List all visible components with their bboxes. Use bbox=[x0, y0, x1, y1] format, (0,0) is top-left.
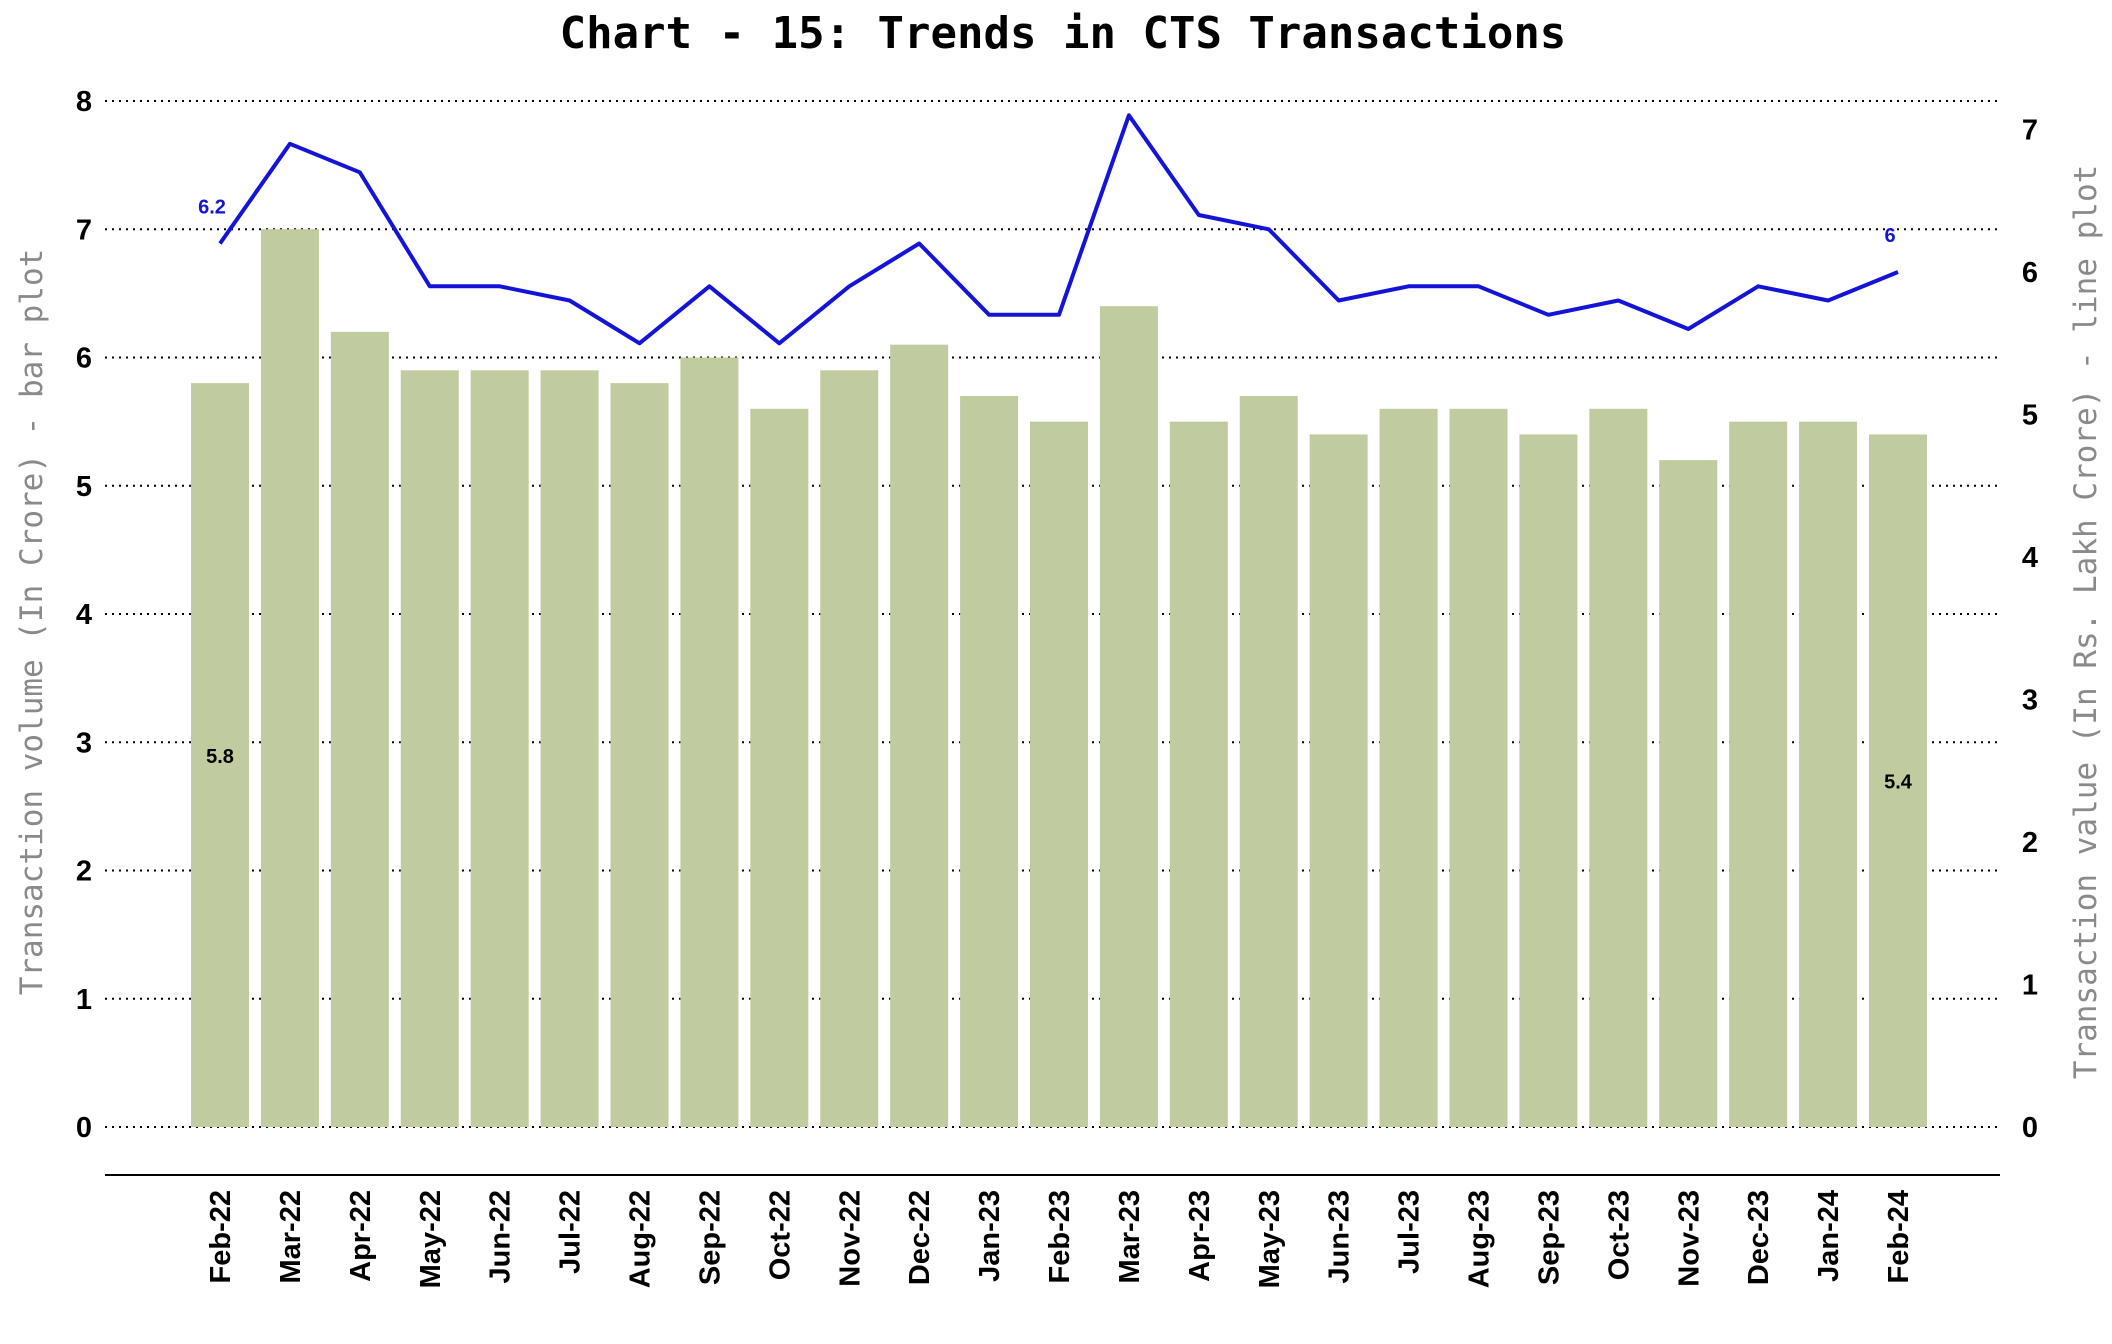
left-tick-label-2: 2 bbox=[76, 856, 92, 888]
chart-title: Chart - 15: Trends in CTS Transactions bbox=[560, 8, 1567, 59]
bar-Nov-23 bbox=[1659, 460, 1718, 1128]
x-tick-label-Oct-22: Oct-22 bbox=[764, 1190, 796, 1280]
right-tick-label-0: 0 bbox=[2022, 1112, 2038, 1144]
left-tick-label-1: 1 bbox=[76, 984, 92, 1016]
x-tick-label-Aug-23: Aug-23 bbox=[1464, 1190, 1496, 1288]
bar-Jun-23 bbox=[1309, 434, 1368, 1127]
bar-Dec-23 bbox=[1729, 421, 1788, 1127]
x-tick-label-Jul-22: Jul-22 bbox=[555, 1190, 587, 1274]
right-tick-label-3: 3 bbox=[2022, 685, 2038, 717]
left-tick-label-0: 0 bbox=[76, 1112, 92, 1144]
left-tick-label-4: 4 bbox=[76, 599, 92, 631]
x-tick-label-Jan-24: Jan-24 bbox=[1813, 1190, 1845, 1282]
x-tick-label-Jan-23: Jan-23 bbox=[974, 1190, 1006, 1282]
bar-May-23 bbox=[1239, 395, 1298, 1128]
bar-Jul-23 bbox=[1379, 408, 1438, 1127]
x-tick-label-Apr-22: Apr-22 bbox=[345, 1190, 377, 1282]
x-tick-label-Aug-22: Aug-22 bbox=[625, 1190, 657, 1288]
x-tick-label-Sep-22: Sep-22 bbox=[694, 1190, 726, 1285]
bar-Dec-22 bbox=[890, 344, 949, 1127]
bar-Jan-23 bbox=[960, 395, 1019, 1128]
x-tick-label-Dec-23: Dec-23 bbox=[1743, 1190, 1775, 1285]
x-tick-label-Jun-23: Jun-23 bbox=[1324, 1190, 1356, 1283]
x-tick-label-Nov-23: Nov-23 bbox=[1673, 1190, 1705, 1287]
left-axis-title: Transaction volume (In Crore) - bar plot bbox=[14, 249, 50, 996]
x-tick-label-Sep-23: Sep-23 bbox=[1533, 1190, 1565, 1285]
axis-layer: 0 1 2 3 4 5 6 7 8 0 1 2 3 4 5 6 7 Feb-22 Mar-22 Apr-22 May-2… bbox=[76, 86, 2038, 1288]
x-tick-label-Oct-23: Oct-23 bbox=[1603, 1190, 1635, 1280]
x-tick-label-Feb-23: Feb-23 bbox=[1044, 1190, 1076, 1283]
label-layer: 5.8 5.4 6.2 6 bbox=[198, 197, 1913, 794]
bar-May-22 bbox=[400, 370, 459, 1127]
right-tick-label-6: 6 bbox=[2022, 257, 2038, 289]
x-tick-label-Nov-22: Nov-22 bbox=[834, 1190, 866, 1287]
bar-Aug-23 bbox=[1449, 408, 1508, 1127]
x-tick-label-Mar-23: Mar-23 bbox=[1114, 1190, 1146, 1284]
bar-Jul-22 bbox=[540, 370, 599, 1127]
x-tick-label-Apr-23: Apr-23 bbox=[1184, 1190, 1216, 1282]
bar-Oct-23 bbox=[1589, 408, 1648, 1127]
bar-Mar-22 bbox=[260, 229, 319, 1127]
left-tick-label-7: 7 bbox=[76, 214, 92, 246]
x-tick-label-May-23: May-23 bbox=[1254, 1190, 1286, 1288]
right-tick-label-2: 2 bbox=[2022, 827, 2038, 859]
bar-Sep-22 bbox=[680, 357, 739, 1127]
right-tick-label-7: 7 bbox=[2022, 115, 2038, 147]
line-layer bbox=[218, 113, 1899, 346]
bar-Aug-22 bbox=[610, 383, 669, 1127]
left-tick-label-5: 5 bbox=[76, 471, 92, 503]
bar-Nov-22 bbox=[820, 370, 879, 1127]
bar-Sep-23 bbox=[1519, 434, 1578, 1127]
right-tick-label-5: 5 bbox=[2022, 400, 2038, 432]
left-tick-label-8: 8 bbox=[76, 86, 92, 118]
bar-Apr-23 bbox=[1169, 421, 1228, 1127]
bar-Oct-22 bbox=[750, 408, 809, 1127]
x-tick-label-Feb-22: Feb-22 bbox=[205, 1190, 237, 1283]
x-tick-label-Dec-22: Dec-22 bbox=[904, 1190, 936, 1285]
x-tick-label-Jun-22: Jun-22 bbox=[485, 1190, 517, 1283]
left-tick-label-3: 3 bbox=[76, 727, 92, 759]
x-tick-label-May-22: May-22 bbox=[415, 1190, 447, 1288]
line-data-label-Feb-24: 6 bbox=[1884, 225, 1895, 247]
bar-Jan-24 bbox=[1799, 421, 1858, 1127]
line-series-transaction-value bbox=[218, 113, 1899, 346]
bar-layer bbox=[191, 229, 1927, 1128]
right-tick-label-1: 1 bbox=[2022, 970, 2038, 1002]
right-axis-title: Transaction value (In Rs. Lakh Crore) - … bbox=[2068, 165, 2104, 1080]
x-tick-label-Feb-24: Feb-24 bbox=[1883, 1190, 1915, 1283]
x-tick-label-Mar-22: Mar-22 bbox=[275, 1190, 307, 1284]
bar-Feb-24 bbox=[1869, 434, 1927, 1127]
bar-Jun-22 bbox=[470, 370, 529, 1127]
left-tick-label-6: 6 bbox=[76, 343, 92, 375]
line-data-label-Feb-22: 6.2 bbox=[198, 197, 226, 219]
bar-data-label-Feb-24: 5.4 bbox=[1884, 772, 1913, 794]
right-tick-label-4: 4 bbox=[2022, 542, 2038, 574]
bar-Mar-23 bbox=[1099, 306, 1158, 1127]
bar-Apr-22 bbox=[330, 331, 389, 1128]
x-tick-label-Jul-23: Jul-23 bbox=[1394, 1190, 1426, 1274]
bar-Feb-23 bbox=[1030, 421, 1088, 1127]
bar-data-label-Feb-22: 5.8 bbox=[206, 746, 234, 768]
bar-Feb-22 bbox=[191, 383, 249, 1127]
